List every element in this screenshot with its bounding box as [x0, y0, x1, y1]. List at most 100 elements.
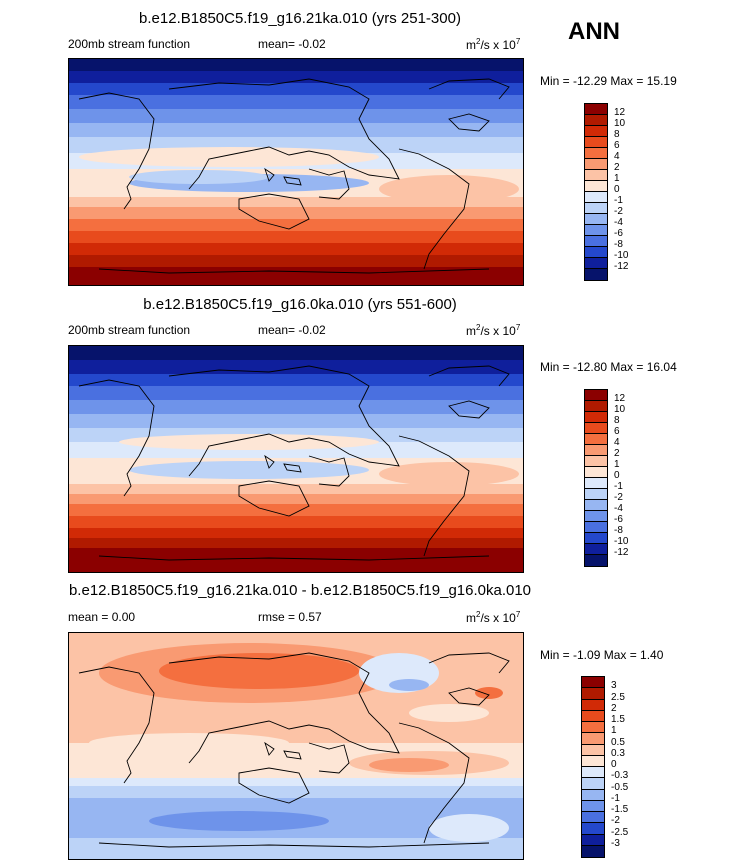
colorbar-segment: [585, 401, 607, 412]
panel-3-title: b.e12.B1850C5.f19_g16.21ka.010 - b.e12.B…: [68, 582, 532, 599]
colorbar-segment: [585, 104, 607, 115]
panel-2-mean-label: mean= -0.02: [258, 323, 326, 337]
colorbar-segment: [585, 115, 607, 126]
colorbar-segment: [585, 225, 607, 236]
season-label: ANN: [568, 18, 620, 45]
panel-1-colorbar: [584, 103, 608, 281]
colorbar-tick-label: -1: [614, 195, 623, 206]
colorbar-segment: [585, 445, 607, 456]
panel-2-minmax: Min = -12.80 Max = 16.04: [540, 360, 677, 374]
panel-3-minmax: Min = -1.09 Max = 1.40: [540, 648, 664, 662]
colorbar-tick-label: 2.5: [611, 691, 625, 703]
panel-1-units-label: m2/s x 107: [466, 37, 521, 52]
colorbar-segment: [585, 192, 607, 203]
colorbar-segment: [582, 722, 604, 734]
colorbar-tick-label: 3: [611, 680, 617, 692]
colorbar-tick-label: -0.3: [611, 770, 629, 782]
panel-3-mean-label: mean = 0.00: [68, 610, 136, 624]
colorbar-segment: [585, 390, 607, 401]
colorbar-segment: [585, 148, 607, 159]
colorbar-tick-label: 12: [614, 107, 626, 118]
panel-3-coastlines: [78, 652, 510, 848]
colorbar-segment: [585, 467, 607, 478]
colorbar-tick-label: 0.5: [611, 736, 625, 748]
colorbar-segment: [585, 269, 607, 280]
colorbar-tick-label: -12: [614, 261, 629, 272]
colorbar-tick-label: 0.3: [611, 747, 625, 759]
colorbar-segment: [582, 789, 604, 801]
colorbar-tick-label: 10: [614, 118, 626, 129]
colorbar-segment: [582, 744, 604, 756]
panel-3-units-label: m2/s x 107: [466, 610, 521, 625]
colorbar-segment: [582, 733, 604, 745]
colorbar-tick-label: 2: [614, 448, 620, 459]
colorbar-segment: [585, 170, 607, 181]
colorbar-tick-label: 6: [614, 426, 620, 437]
colorbar-tick-label: 0: [614, 184, 620, 195]
colorbar-segment: [585, 126, 607, 137]
colorbar-segment: [582, 800, 604, 812]
colorbar-tick-label: -2: [614, 206, 623, 217]
colorbar-tick-label: 1: [614, 173, 620, 184]
panel-1-variable-label: 200mb stream function: [68, 37, 191, 51]
colorbar-segment: [585, 555, 607, 566]
panel-1-minmax: Min = -12.29 Max = 15.19: [540, 74, 677, 88]
colorbar-segment: [585, 500, 607, 511]
colorbar-segment: [585, 181, 607, 192]
colorbar-segment: [585, 423, 607, 434]
colorbar-segment: [585, 511, 607, 522]
colorbar-tick-label: 10: [614, 404, 626, 415]
colorbar-tick-label: -2.5: [611, 826, 629, 838]
colorbar-segment: [585, 478, 607, 489]
colorbar-segment: [582, 778, 604, 790]
colorbar-segment: [582, 677, 604, 689]
colorbar-tick-label: 4: [614, 151, 620, 162]
colorbar-tick-label: 1: [611, 725, 617, 737]
colorbar-tick-label: -6: [614, 228, 623, 239]
colorbar-tick-label: 12: [614, 393, 626, 404]
colorbar-segment: [585, 434, 607, 445]
colorbar-segment: [585, 456, 607, 467]
panel-2-title: b.e12.B1850C5.f19_g16.0ka.010 (yrs 551-6…: [143, 296, 457, 313]
panel-2-fill: [69, 346, 523, 572]
panel-2-variable-label: 200mb stream function: [68, 323, 191, 337]
panel-3-rmse-label: rmse = 0.57: [258, 610, 322, 624]
colorbar-segment: [585, 489, 607, 500]
colorbar-tick-label: -8: [614, 239, 623, 250]
colorbar-tick-label: -0.5: [611, 781, 629, 793]
colorbar-segment: [582, 688, 604, 700]
colorbar-segment: [585, 533, 607, 544]
colorbar-tick-label: 2: [611, 702, 617, 714]
colorbar-segment: [585, 544, 607, 555]
colorbar-tick-label: -2: [614, 492, 623, 503]
colorbar-segment: [585, 214, 607, 225]
colorbar-segment: [582, 767, 604, 779]
colorbar-tick-label: -10: [614, 250, 629, 261]
panel-3-map: [68, 632, 524, 860]
colorbar-tick-label: -6: [614, 514, 623, 525]
colorbar-segment: [582, 812, 604, 824]
colorbar-tick-label: -1: [614, 481, 623, 492]
colorbar-tick-label: 1: [614, 459, 620, 470]
colorbar-segment: [585, 522, 607, 533]
colorbar-tick-label: 2: [614, 162, 620, 173]
colorbar-tick-label: 8: [614, 129, 620, 140]
panel-2-units-label: m2/s x 107: [466, 323, 521, 338]
colorbar-tick-label: 4: [614, 437, 620, 448]
panel-1-mean-label: mean= -0.02: [258, 37, 326, 51]
panel-3-fill: [69, 633, 523, 859]
colorbar-tick-label: 8: [614, 415, 620, 426]
colorbar-segment: [585, 236, 607, 247]
panel-1-coastlines: [78, 78, 510, 274]
colorbar-tick-label: -4: [614, 217, 623, 228]
colorbar-tick-label: 1.5: [611, 714, 625, 725]
colorbar-tick-label: -12: [614, 547, 629, 558]
panel-3-colorbar: [581, 676, 605, 858]
panel-1-map: [68, 58, 524, 286]
panel-2-map: [68, 345, 524, 573]
colorbar-tick-label: 0: [614, 470, 620, 481]
colorbar-tick-label: -1.5: [611, 804, 629, 815]
colorbar-tick-label: -10: [614, 536, 629, 547]
colorbar-segment: [582, 755, 604, 767]
colorbar-segment: [582, 823, 604, 835]
